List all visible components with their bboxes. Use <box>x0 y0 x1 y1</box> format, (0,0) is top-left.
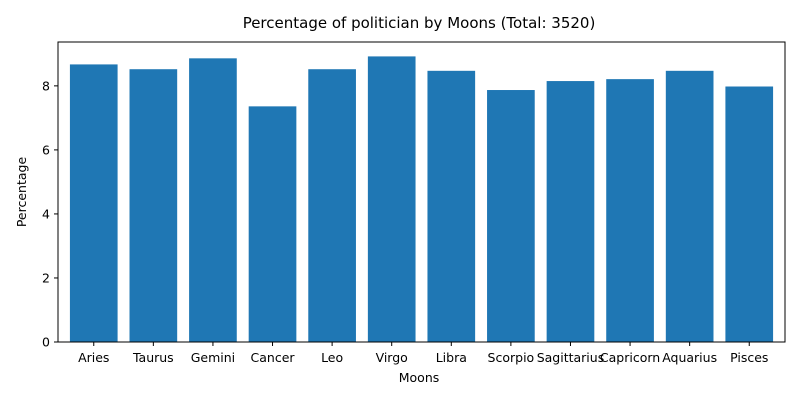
x-tick-label: Scorpio <box>488 350 535 365</box>
plot-frame <box>57 41 786 343</box>
y-tick-label: 4 <box>42 206 50 221</box>
x-tick-label: Virgo <box>376 350 408 365</box>
bar-scorpio <box>487 90 535 343</box>
y-axis-title: Percentage <box>14 157 29 228</box>
bar-libra <box>427 70 476 342</box>
x-tick-label: Aries <box>78 350 109 365</box>
bar-taurus <box>129 69 178 343</box>
x-tick-label: Pisces <box>730 350 768 365</box>
x-tick-label: Capricorn <box>600 350 660 365</box>
bar-cancer <box>248 106 297 342</box>
x-axis-ticks: Aries Taurus Gemini Cancer Leo Virgo Libra Scor… <box>78 342 768 365</box>
bar-aries <box>69 64 118 342</box>
x-tick-label: Libra <box>436 350 467 365</box>
bar-capricorn <box>606 79 654 343</box>
y-tick-label: 6 <box>42 142 50 157</box>
x-tick-label: Leo <box>321 350 343 365</box>
bars-group <box>69 56 774 343</box>
y-tick-label: 0 <box>42 335 50 350</box>
bar-virgo <box>367 56 416 342</box>
bar-sagittarius <box>546 81 595 343</box>
x-tick-label: Aquarius <box>662 350 717 365</box>
bar-pisces <box>725 86 774 342</box>
y-axis-ticks: 0 2 4 6 8 <box>42 78 58 350</box>
x-tick-label: Taurus <box>132 350 174 365</box>
bar-aquarius <box>665 70 714 342</box>
x-tick-label: Gemini <box>191 350 235 365</box>
x-axis-title: Moons <box>399 370 440 385</box>
bar-leo <box>308 69 356 343</box>
y-tick-label: 2 <box>42 270 50 285</box>
y-tick-label: 8 <box>42 78 50 93</box>
bar-gemini <box>189 58 237 343</box>
x-tick-label: Cancer <box>251 350 296 365</box>
x-tick-label: Sagittarius <box>537 350 605 365</box>
chart-title: Percentage of politician by Moons (Total… <box>243 14 596 32</box>
